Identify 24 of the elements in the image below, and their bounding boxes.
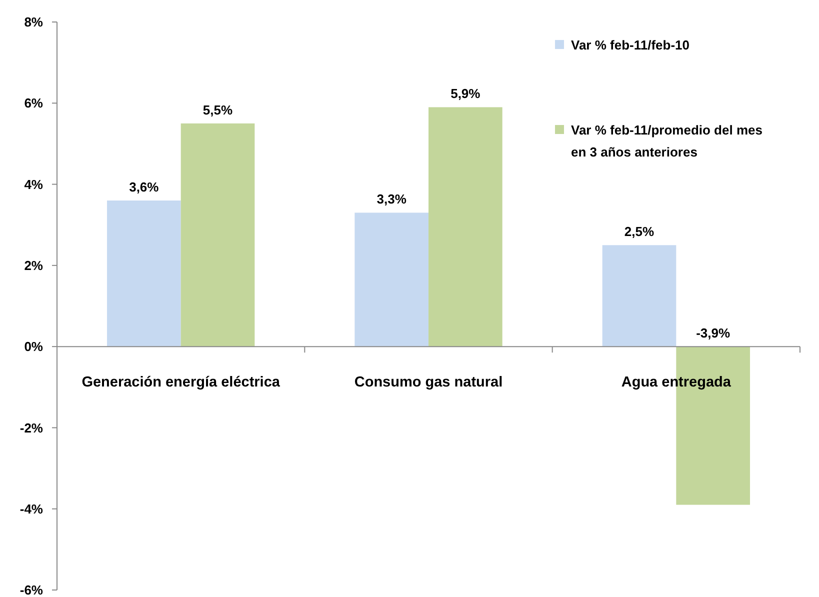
bar	[107, 200, 181, 347]
data-label: -3,9%	[696, 326, 730, 341]
y-tick-label: -6%	[20, 582, 44, 597]
bar	[428, 107, 502, 347]
y-tick-label: 6%	[24, 96, 44, 111]
legend-label: Var % feb-11/feb-10	[571, 38, 690, 53]
y-tick-label: 0%	[24, 339, 44, 354]
bar	[602, 245, 676, 347]
y-tick-label: 4%	[24, 176, 44, 192]
y-tick-label: 2%	[24, 258, 44, 273]
y-tick-label: -2%	[20, 420, 44, 436]
y-tick-label: -4%	[20, 501, 44, 516]
x-tick-label: Consumo gas natural	[354, 374, 503, 391]
bar	[180, 123, 255, 347]
y-tick-label: 8%	[24, 14, 44, 30]
legend-label: Var % feb-11/promedio del mes en 3 años anteriores	[571, 122, 762, 160]
x-tick-label: Agua entregada	[621, 374, 732, 391]
data-label: 3,6%	[129, 180, 160, 195]
bar	[354, 212, 428, 347]
data-label: 5,5%	[202, 102, 233, 118]
x-tick-label: Generación energía eléctrica	[82, 374, 281, 391]
data-label: 3,3%	[376, 192, 407, 207]
data-label: 5,9%	[450, 86, 481, 102]
data-label: 2,5%	[624, 224, 654, 240]
